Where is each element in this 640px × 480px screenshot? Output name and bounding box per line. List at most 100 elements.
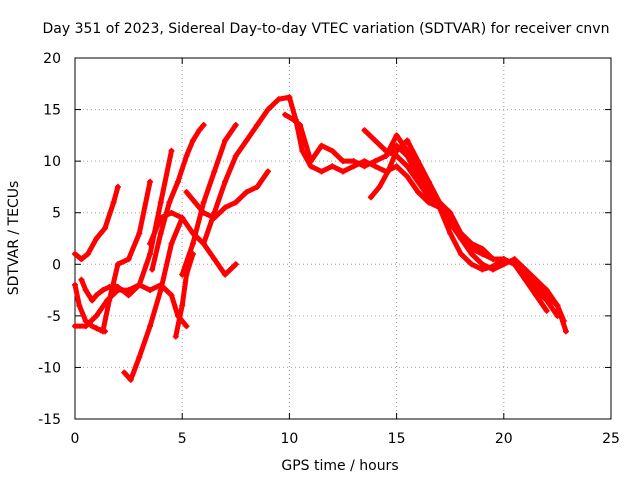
data-point [243,137,250,144]
data-point [114,183,121,190]
series-line-5 [100,179,153,334]
data-point [340,158,346,165]
data-point [93,292,100,299]
data-point [157,230,164,237]
data-point [254,122,261,129]
y-tick-label: -15 [38,412,61,428]
data-point [532,276,539,283]
data-point [72,281,78,288]
data-point [232,199,239,206]
data-point [243,189,250,196]
series-points-7 [121,214,186,383]
data-point [78,276,85,283]
data-point [297,122,304,129]
data-point [425,189,432,196]
data-point [168,292,175,299]
series-points-8 [147,209,239,278]
data-point [189,137,196,144]
plot-area [72,94,569,383]
y-tick-label: 5 [52,206,61,222]
data-point [560,318,567,325]
data-point [179,214,186,221]
data-point [82,323,89,330]
data-point [329,147,336,154]
data-point [183,152,190,159]
data-point [254,183,261,190]
data-point [211,168,218,175]
data-point [174,178,181,185]
data-point [425,178,432,185]
data-point [119,287,126,294]
data-point [447,230,454,237]
plot-frame [74,57,612,420]
data-point [554,302,561,309]
data-point [183,189,190,196]
data-point [543,287,550,294]
x-tick-label: 0 [71,431,80,447]
data-point [102,225,109,232]
data-point [196,127,203,134]
data-point [72,250,78,257]
data-point [385,168,392,175]
data-point [168,209,175,216]
data-point [222,137,229,144]
data-point [89,323,96,330]
data-point [232,152,239,159]
data-point [168,240,175,247]
data-point [543,307,550,314]
data-point [522,266,529,273]
data-point [404,173,411,180]
data-point [376,183,383,190]
data-point [200,122,207,129]
data-point [468,261,475,268]
data-point [147,287,154,294]
data-point [200,209,207,216]
data-point [147,240,154,247]
data-point [415,168,422,175]
data-point [136,230,143,237]
series-points-5 [99,178,154,335]
series-points-9 [149,122,207,273]
data-point [136,281,143,288]
data-point [415,158,422,165]
x-tick-label: 10 [280,431,298,447]
data-point [350,158,357,165]
data-point [361,127,368,134]
data-point [490,266,497,273]
data-point [532,292,539,299]
data-point [264,106,271,113]
chart-title: Day 351 of 2023, Sidereal Day-to-day VTE… [43,21,610,37]
data-point [84,250,91,257]
data-point [282,111,289,118]
data-point [125,292,132,299]
data-point [436,199,443,206]
data-point [93,325,100,332]
data-point [404,163,411,170]
data-point [264,168,271,175]
data-point [72,323,78,330]
x-tick-label: 5 [178,431,187,447]
data-point [393,132,400,139]
data-point [232,122,239,129]
data-point [404,137,411,144]
data-point [157,199,164,206]
data-point [479,245,486,252]
data-point [350,163,357,170]
data-point [192,199,199,206]
data-point [479,266,486,273]
data-point [372,163,379,170]
data-point [372,158,379,165]
y-axis-label: SDTVAR / TECUs [6,181,22,296]
y-tick-label: -5 [47,309,61,325]
data-point [172,333,179,340]
data-point [149,266,156,273]
data-point [468,240,475,247]
data-point [340,168,346,175]
data-point [500,256,507,263]
data-point [361,163,368,170]
data-point [275,96,282,103]
data-point [500,261,507,268]
data-point [200,199,207,206]
data-point [93,312,100,319]
